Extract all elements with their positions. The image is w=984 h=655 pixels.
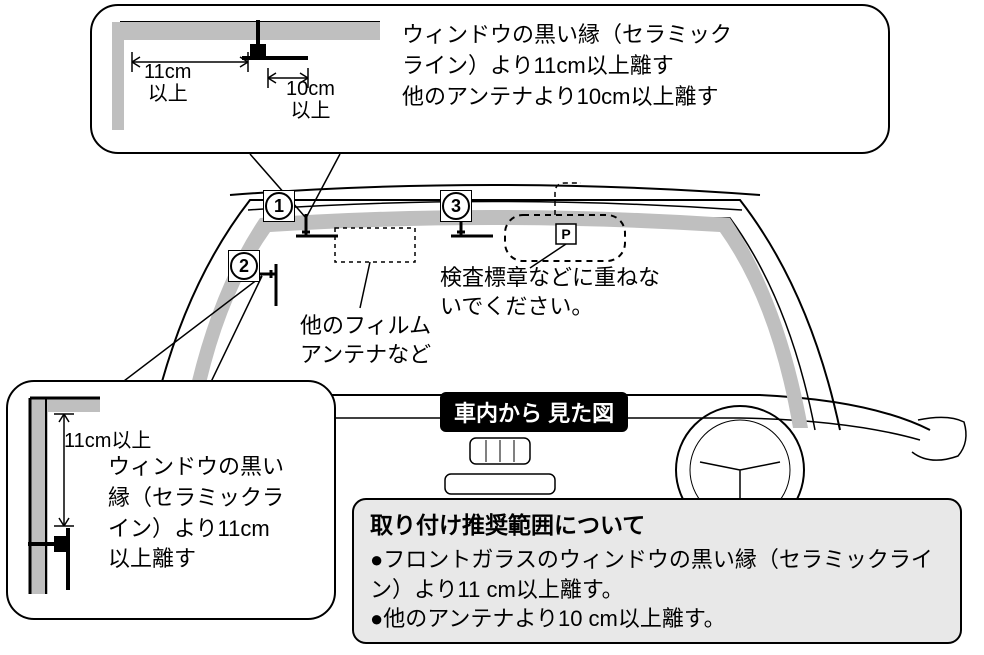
dim-10-suf: 以上: [290, 100, 330, 122]
marker-3: 3: [442, 192, 470, 220]
note-other-film: 他のフィルム アンテナなど: [300, 312, 480, 369]
top-line1: ウィンドウの黒い縁（セラミック: [402, 22, 732, 47]
dim-11-suf: 以上: [148, 83, 188, 105]
left-callout-text: ウィンドウの黒い 縁（セラミックラ イン）より11cm 以上離す: [108, 452, 318, 575]
marker-1: 1: [265, 192, 293, 220]
film-l1: 他のフィルム: [300, 313, 431, 338]
top-line2: ライン）より11cm以上離す: [402, 53, 674, 78]
view-label: 車内から 見た図: [440, 392, 628, 432]
left-line3: イン）より11cm: [108, 516, 270, 541]
diagram-stage: P 1: [0, 0, 984, 655]
insp-l1: 検査標章などに重ねな: [440, 265, 660, 290]
left-line4: 以上離す: [108, 546, 196, 571]
dim-11cm: 11cm 以上: [144, 61, 191, 105]
marker-3-frame: 3: [440, 190, 472, 222]
top-callout-text: ウィンドウの黒い縁（セラミック ライン）より11cm以上離す 他のアンテナより1…: [402, 20, 872, 112]
film-l2: アンテナなど: [300, 342, 431, 367]
left-callout: 11cm以上 ウィンドウの黒い 縁（セラミックラ イン）より11cm 以上離す: [6, 380, 336, 620]
recommend-heading: 取り付け推奨範囲について: [370, 510, 944, 541]
dim-10cm: 10cm 以上: [286, 78, 335, 122]
left-line1: ウィンドウの黒い: [108, 454, 284, 479]
top-callout: 11cm 以上 10cm 以上 ウィンドウの黒い縁（セラミック ライン）より11…: [90, 4, 890, 154]
top-line3: 他のアンテナより10cm以上離す: [402, 84, 718, 109]
dim-11-val: 11cm: [144, 61, 191, 83]
svg-text:P: P: [561, 226, 570, 242]
recommend-bullet-2: ●他のアンテナより10 cm以上離す。: [370, 604, 944, 634]
left-line2: 縁（セラミックラ: [108, 485, 284, 510]
marker-2-frame: 2: [228, 250, 260, 282]
marker-1-frame: 1: [263, 190, 295, 222]
left-dim-label: 11cm以上: [64, 424, 151, 453]
recommendation-box: 取り付け推奨範囲について ●フロントガラスのウィンドウの黒い縁（セラミックライン…: [352, 498, 962, 644]
dim-10-val: 10cm: [286, 78, 335, 100]
recommend-bullet-1: ●フロントガラスのウィンドウの黒い縁（セラミックライン）より11 cm以上離す。: [370, 545, 944, 604]
marker-2: 2: [230, 252, 258, 280]
